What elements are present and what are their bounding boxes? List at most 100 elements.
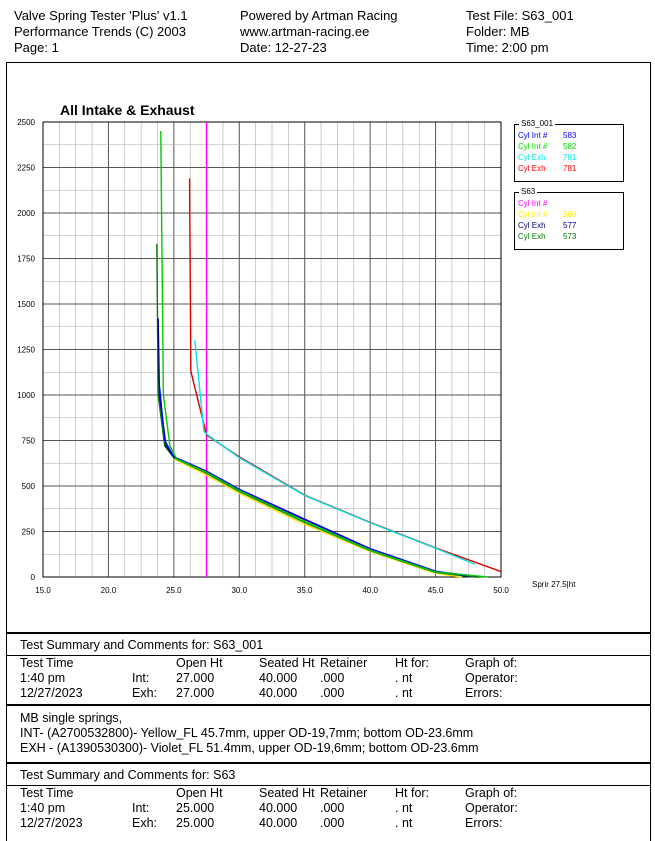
legend-s63-001: S63_001 Cyl Int # 583 Cyl Int # 582 Cyl Exh 7…: [514, 119, 624, 182]
powered-by: Powered by Artman Racing: [240, 8, 398, 23]
folder: Folder: MB: [466, 24, 530, 39]
summary-cell: . nt: [395, 686, 413, 700]
legend-value: 582: [563, 142, 577, 151]
summary-cell: Operator:: [465, 671, 518, 685]
comment-line: INT- (A2700532800)- Yellow_FL 45.7mm, up…: [20, 726, 474, 740]
summary-cell: Test Time: [20, 656, 74, 670]
series-line: [157, 318, 475, 577]
summary-cell: 25.000: [176, 801, 215, 815]
legend-value: 577: [563, 221, 577, 230]
chart-title: All Intake & Exhaust: [60, 102, 195, 118]
summary-cell: Seated Ht: [259, 656, 315, 670]
x-tick-label: 50.0: [493, 586, 509, 595]
legend-label: Cyl Exh: [518, 164, 546, 173]
summary-cell: 40.000: [259, 801, 298, 815]
series-line: [194, 340, 476, 565]
legend-label: Cyl Exh: [518, 153, 546, 162]
legend-item: Cyl Int # 583: [515, 130, 623, 141]
summary-cell: 40.000: [259, 686, 298, 700]
summary-cell: 12/27/2023: [20, 686, 83, 700]
header-col3: Test File: S63_001 Folder: MB Time: 2:00…: [466, 8, 574, 56]
summary2-title: Test Summary and Comments for: S63: [20, 768, 236, 782]
summary-cell: Graph of:: [465, 786, 518, 800]
date: Date: 12-27-23: [240, 40, 327, 55]
legend-value: 583: [563, 131, 577, 140]
time: Time: 2:00 pm: [466, 40, 549, 55]
legend-label: Cyl Int #: [518, 131, 548, 140]
summary-cell: Test Time: [20, 786, 74, 800]
summary1-title: Test Summary and Comments for: S63_001: [20, 638, 264, 652]
summary-cell: Open Ht: [176, 786, 223, 800]
legend-label: Cyl Exh: [518, 232, 546, 241]
legend-label: Cyl Int #: [518, 142, 548, 151]
legend-value: 573: [563, 232, 577, 241]
header-col1: Valve Spring Tester 'Plus' v1.1 Performa…: [14, 8, 188, 56]
summary-cell: Operator:: [465, 801, 518, 815]
x-tick-label: 20.0: [101, 586, 117, 595]
legend-value: 781: [563, 153, 577, 162]
cursor-readout: Sprir 27.5|ht: [532, 580, 576, 589]
summary-cell: Ht for:: [395, 786, 430, 800]
summary-cell: 12/27/2023: [20, 816, 83, 830]
summary2-box: Test Summary and Comments for: S63 Test …: [6, 762, 651, 841]
legend-label: Cyl Int #: [518, 210, 548, 219]
legend-value: 781: [563, 164, 577, 173]
summary-cell: Ht for:: [395, 656, 430, 670]
x-tick-label: 25.0: [166, 586, 182, 595]
comments-box: MB single springs, INT- (A2700532800)- Y…: [6, 704, 651, 764]
comment-line: EXH - (A1390530300)- Violet_FL 51.4mm, u…: [20, 741, 479, 755]
x-tick-label: 40.0: [362, 586, 378, 595]
x-tick-label: 45.0: [428, 586, 444, 595]
summary-cell: 27.000: [176, 686, 215, 700]
x-tick-label: 35.0: [297, 586, 313, 595]
header-col2: Powered by Artman Racing www.artman-raci…: [240, 8, 398, 56]
summary-cell: Graph of:: [465, 656, 518, 670]
summary-cell: 1:40 pm: [20, 671, 66, 685]
series-line: [160, 131, 488, 578]
summary-cell: 40.000: [259, 671, 298, 685]
chart-frame: [6, 62, 651, 634]
y-tick-label: 1250: [17, 346, 35, 355]
summary-cell: Retainer: [320, 656, 368, 670]
summary-cell: 40.000: [259, 816, 298, 830]
x-tick-label: 15.0: [35, 586, 51, 595]
legend-item: Cyl Exh 573: [515, 231, 623, 242]
app-title: Valve Spring Tester 'Plus' v1.1: [14, 8, 188, 23]
x-tick-label: 30.0: [231, 586, 247, 595]
y-tick-label: 750: [22, 437, 36, 446]
summary-cell: . nt: [395, 816, 413, 830]
copyright: Performance Trends (C) 2003: [14, 24, 186, 39]
y-tick-label: 1500: [17, 300, 35, 309]
y-tick-label: 0: [31, 573, 36, 582]
y-tick-label: 1750: [17, 255, 35, 264]
summary-cell: Exh:: [132, 816, 158, 830]
legend-item: Cyl Int # 568: [515, 209, 623, 220]
legend-title: S63_001: [519, 119, 556, 128]
plot-border: [42, 121, 502, 578]
page-number: Page: 1: [14, 40, 59, 55]
series-line: [158, 385, 469, 577]
legend-s63: S63 Cyl Int # Cyl Int #568 Cyl Exh 577 Cyl E…: [514, 187, 624, 250]
legend-item: Cyl Int # 582: [515, 141, 623, 152]
summary-cell: Errors:: [465, 686, 503, 700]
summary-cell: 27.000: [176, 671, 215, 685]
summary-cell: .000: [320, 801, 345, 815]
summary-cell: Seated Ht: [259, 786, 315, 800]
test-file: Test File: S63_001: [466, 8, 574, 23]
legend-item: Cyl Exh 781: [515, 152, 623, 163]
legend-item: Cyl Exh 577: [515, 220, 623, 231]
legend-value: 568: [563, 210, 577, 219]
summary-cell: .000: [320, 686, 345, 700]
summary-cell: 1:40 pm: [20, 801, 66, 815]
y-tick-label: 1000: [17, 391, 35, 400]
summary-cell: . nt: [395, 801, 413, 815]
summary-cell: .000: [320, 816, 345, 830]
summary-cell: Int:: [132, 801, 150, 815]
y-tick-label: 2250: [17, 164, 35, 173]
comment-line: MB single springs,: [20, 711, 123, 725]
summary-cell: Exh:: [132, 686, 158, 700]
summary1-box: Test Summary and Comments for: S63_001 T…: [6, 632, 651, 706]
y-tick-label: 500: [22, 482, 36, 491]
